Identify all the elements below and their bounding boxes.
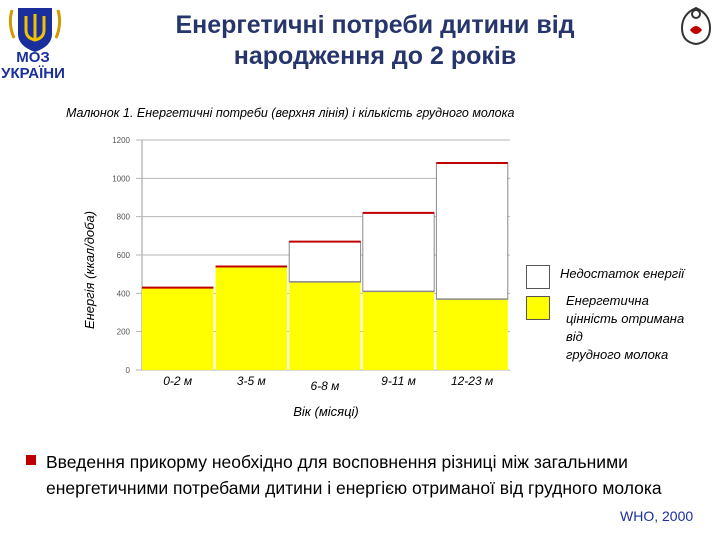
y-axis-label: Енергія (ккал/доба) [82, 211, 97, 329]
legend-swatch-breastmilk [526, 296, 550, 320]
y-tick-label: 200 [117, 328, 131, 337]
bullet-text: Введення прикорму необхідно для восповне… [46, 452, 662, 498]
y-tick-label: 800 [117, 213, 131, 222]
bar-deficit [362, 212, 435, 292]
page-title: Енергетичні потреби дитини від народженн… [175, 11, 575, 70]
x-tick-label: 6-8 м [310, 379, 339, 393]
logo-text-line1: МОЗ [16, 49, 50, 66]
logo-text: МОЗ УКРАЇНИ [0, 50, 66, 82]
legend-label-line: цінність отримана [566, 311, 685, 326]
y-tick-label: 600 [117, 251, 131, 260]
legend-label-line: від [566, 329, 583, 344]
figure-caption: Малюнок 1. Енергетичні потреби (верхня л… [66, 106, 515, 120]
y-tick-label: 400 [117, 289, 131, 298]
y-tick-label: 1200 [112, 136, 130, 145]
x-tick-label: 0-2 м [163, 374, 192, 388]
mother-child-icon [676, 4, 716, 48]
bar-deficit [435, 162, 509, 300]
bar-breastmilk [289, 281, 361, 370]
legend-label-deficit: Недостаток енергії [560, 266, 684, 281]
bar-breastmilk [362, 291, 435, 370]
x-tick-label: 3-5 м [237, 374, 266, 388]
bar-deficit [288, 241, 362, 283]
source-citation: WHO, 2000 [620, 508, 694, 524]
legend-swatch-deficit [526, 265, 550, 289]
bar-breastmilk [142, 287, 214, 370]
energy-chart: 0 200 400 600 800 1000 1200 0-2 м 3-5 м 6-8 м 9-1… [82, 136, 510, 419]
square-bullet-icon [26, 455, 36, 465]
legend-label-breastmilk: Енергетична цінність отримана від грудно… [566, 292, 716, 364]
x-tick-label: 9-11 м [381, 374, 416, 388]
legend-label-line: Енергетична [566, 293, 649, 308]
y-tick-label: 1000 [112, 174, 130, 183]
x-axis-label: Вік (місяці) [293, 404, 359, 419]
ministry-logo [4, 4, 66, 90]
bar-breastmilk [436, 299, 508, 370]
legend-label-line: грудного молока [566, 347, 669, 362]
trident-coat-of-arms-icon [8, 8, 62, 52]
logo-text-line2: УКРАЇНИ [1, 65, 65, 82]
bar-breastmilk [215, 266, 287, 370]
x-tick-label: 12-23 м [451, 374, 493, 388]
y-tick-label: 0 [126, 366, 131, 375]
